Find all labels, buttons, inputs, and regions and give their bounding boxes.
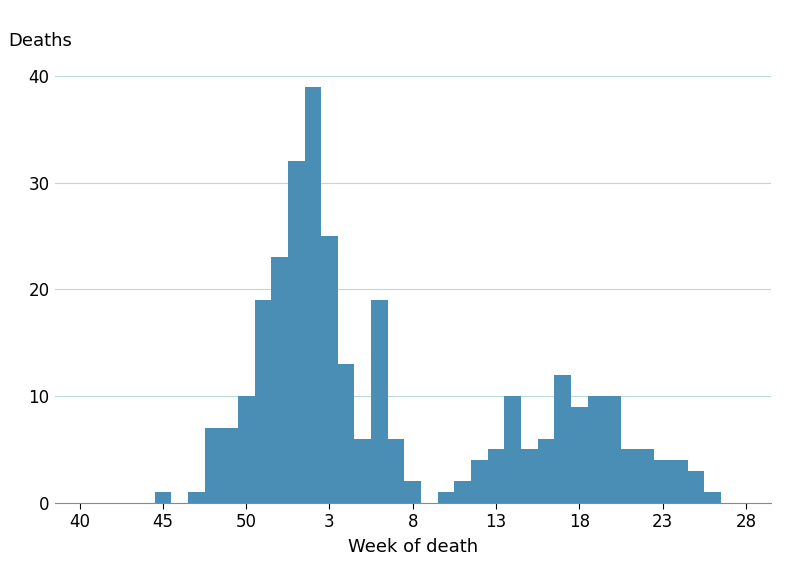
Bar bbox=[521, 449, 538, 502]
Bar bbox=[438, 492, 454, 502]
Bar bbox=[488, 449, 505, 502]
Bar bbox=[338, 364, 354, 502]
Bar bbox=[155, 492, 171, 502]
Bar bbox=[471, 460, 488, 502]
Bar bbox=[288, 161, 304, 502]
Bar bbox=[371, 300, 387, 502]
Bar bbox=[621, 449, 637, 502]
Bar bbox=[655, 460, 671, 502]
Bar bbox=[505, 396, 521, 502]
Bar bbox=[405, 481, 421, 502]
Bar bbox=[637, 449, 655, 502]
Bar bbox=[204, 428, 221, 502]
Bar bbox=[604, 396, 621, 502]
Bar bbox=[704, 492, 721, 502]
Text: Deaths: Deaths bbox=[8, 32, 72, 50]
Bar bbox=[588, 396, 604, 502]
Bar bbox=[321, 236, 338, 502]
Bar bbox=[354, 439, 371, 502]
Bar bbox=[255, 300, 271, 502]
Bar bbox=[221, 428, 238, 502]
Bar bbox=[238, 396, 255, 502]
Bar bbox=[571, 407, 588, 502]
Bar bbox=[454, 481, 471, 502]
Bar bbox=[271, 258, 288, 502]
Bar bbox=[387, 439, 405, 502]
Bar bbox=[554, 375, 571, 502]
Bar bbox=[538, 439, 554, 502]
Bar bbox=[688, 471, 704, 502]
Bar bbox=[188, 492, 204, 502]
Bar bbox=[304, 87, 321, 502]
X-axis label: Week of death: Week of death bbox=[347, 538, 478, 556]
Bar bbox=[671, 460, 688, 502]
